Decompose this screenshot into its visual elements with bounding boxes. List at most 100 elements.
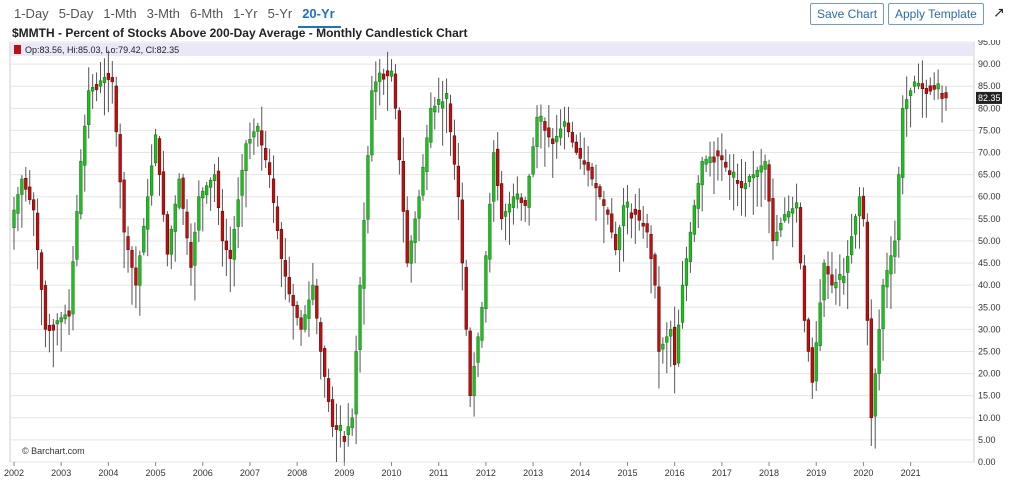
candle-up <box>83 125 87 166</box>
candle-down <box>614 234 618 251</box>
candle-up <box>492 152 496 202</box>
candle-up <box>303 314 307 330</box>
candle-down <box>342 435 346 442</box>
candle-down <box>291 295 295 307</box>
range-tab[interactable]: 6-Mth <box>189 6 224 21</box>
candle-up <box>838 273 842 280</box>
candle-up <box>248 139 252 144</box>
y-tick-label: 45.00 <box>978 258 1001 268</box>
save-chart-button[interactable]: Save Chart <box>810 3 885 25</box>
candle-down <box>275 206 280 231</box>
candle-up <box>193 231 197 266</box>
candle-up <box>55 320 59 325</box>
candle-up <box>625 201 630 208</box>
range-tab[interactable]: 1-Yr <box>233 6 258 21</box>
candle-down <box>39 252 44 290</box>
candle-down <box>610 213 614 233</box>
candle-down <box>920 83 925 90</box>
candle-down <box>716 150 720 157</box>
candle-down <box>130 250 134 268</box>
candles <box>12 50 948 462</box>
x-tick-label: 2014 <box>570 468 590 478</box>
candle-down <box>570 132 575 143</box>
x-tick-label: 2003 <box>51 468 71 478</box>
candle-up <box>853 216 858 235</box>
x-tick-label: 2018 <box>759 468 779 478</box>
candle-down <box>299 317 303 330</box>
candle-down <box>330 399 335 427</box>
candle-up <box>256 125 260 132</box>
candle-up <box>775 231 779 241</box>
ohlc-label: Op:83.56, Hi:85.03, Lo:79.42, Cl:82.35 <box>25 45 179 55</box>
candle-down <box>271 178 276 203</box>
candle-down <box>865 221 869 321</box>
candle-down <box>543 121 547 131</box>
x-tick-label: 2017 <box>712 468 732 478</box>
x-tick-label: 2016 <box>665 468 685 478</box>
candle-down <box>657 286 661 352</box>
candle-down <box>460 199 464 264</box>
range-tab[interactable]: 1-Mth <box>103 6 137 21</box>
candle-up <box>146 196 150 230</box>
candle-down <box>110 77 114 83</box>
candle-up <box>755 169 759 177</box>
candle-up <box>240 169 244 196</box>
range-tab[interactable]: 20-Yr <box>298 5 341 28</box>
candle-up <box>732 171 736 178</box>
candle-down <box>566 122 571 133</box>
watermark: © Barchart.com <box>22 446 85 456</box>
y-tick-label: 0.00 <box>978 457 996 467</box>
candle-down <box>185 211 189 239</box>
candle-up <box>834 281 838 289</box>
candle-down <box>728 170 732 175</box>
range-tab[interactable]: 5-Day <box>58 6 94 21</box>
y-tick-label: 10.00 <box>978 413 1001 423</box>
x-tick-label: 2009 <box>334 468 354 478</box>
candle-up <box>362 220 366 289</box>
candle-down <box>586 162 590 171</box>
candle-up <box>374 81 378 92</box>
expand-arrow-icon[interactable]: ↗ <box>993 4 1005 20</box>
candle-down <box>267 162 272 175</box>
candle-down <box>468 330 472 396</box>
candle-down <box>464 267 468 330</box>
y-tick-label: 75.00 <box>978 125 1001 135</box>
x-tick-label: 2007 <box>240 468 260 478</box>
candle-up <box>680 284 685 323</box>
candle-down <box>67 310 71 317</box>
candle-up <box>12 209 16 228</box>
candle-down <box>134 267 138 286</box>
candle-up <box>661 343 665 350</box>
candle-up <box>881 284 885 330</box>
candle-up <box>527 175 531 208</box>
apply-template-button[interactable]: Apply Template <box>888 3 984 25</box>
y-tick-label: 60.00 <box>978 192 1001 202</box>
candle-up <box>763 161 767 170</box>
candle-down <box>798 207 803 264</box>
candle-up <box>79 161 83 215</box>
range-tab[interactable]: 3-Mth <box>146 6 180 21</box>
candle-down <box>32 199 36 211</box>
y-tick-label: 50.00 <box>978 236 1001 246</box>
candle-down <box>393 73 398 109</box>
candle-up <box>425 137 429 172</box>
candle-up <box>901 108 905 178</box>
candle-down <box>264 147 268 161</box>
x-tick-label: 2020 <box>853 468 873 478</box>
candle-up <box>173 203 177 232</box>
candle-up <box>743 183 748 190</box>
candlestick-chart: Op:83.56, Hi:85.03, Lo:79.42, Cl:82.35 0… <box>4 40 1002 478</box>
candle-down <box>94 84 99 90</box>
candle-up <box>441 101 445 109</box>
candle-down <box>35 212 40 251</box>
range-tab[interactable]: 5-Yr <box>267 6 293 21</box>
candle-up <box>476 336 480 363</box>
candle-down <box>51 324 55 331</box>
candle-up <box>555 136 559 143</box>
candle-down <box>279 228 284 259</box>
candle-up <box>358 284 362 350</box>
candle-down <box>295 304 299 318</box>
candle-up <box>252 131 256 138</box>
range-tab[interactable]: 1-Day <box>14 6 49 21</box>
candle-down <box>739 180 744 189</box>
